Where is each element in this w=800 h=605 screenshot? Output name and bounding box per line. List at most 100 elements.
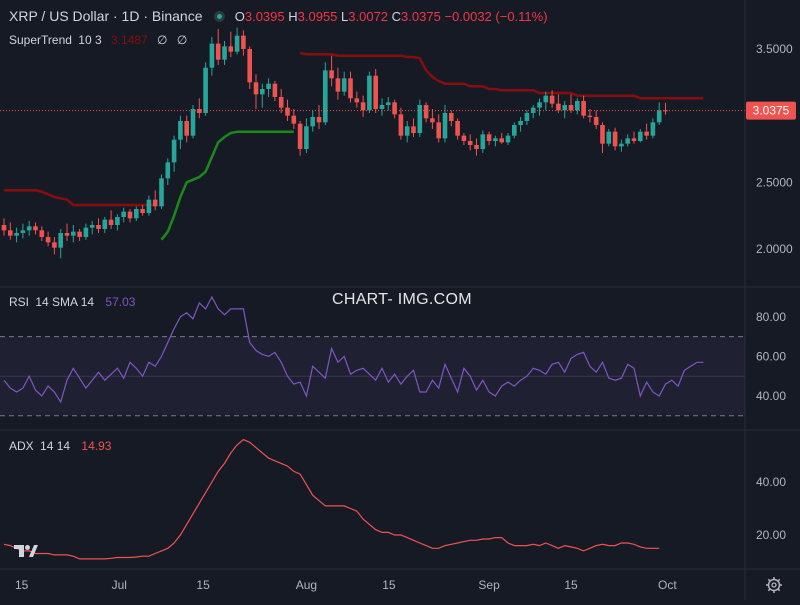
candle-body — [524, 113, 530, 122]
candle-body — [341, 78, 347, 92]
candle-body — [96, 225, 101, 230]
candle-body — [64, 233, 70, 236]
eye-off-icon[interactable]: ∅ — [157, 33, 168, 47]
candle-body — [316, 117, 322, 123]
candle-body — [430, 118, 435, 123]
candle-body — [373, 75, 378, 110]
candle-body — [52, 242, 57, 248]
candle-body — [530, 107, 536, 114]
candle-body — [83, 227, 89, 238]
candle-body — [310, 117, 315, 127]
open-label: O — [234, 9, 245, 24]
eye-off-icon[interactable]: ∅ — [176, 33, 188, 47]
candle-body — [474, 145, 479, 150]
time-axis-tick-label: Sep — [478, 578, 500, 592]
tradingview-logo-icon[interactable] — [12, 541, 40, 561]
candle-body — [386, 102, 391, 106]
time-axis-tick-label: 15 — [382, 578, 396, 592]
candle-body — [367, 75, 372, 111]
candle-body — [297, 123, 303, 150]
adx-axis-tick-label: 40.00 — [756, 475, 786, 489]
candle-body — [260, 89, 265, 95]
supertrend-params: 10 3 — [78, 33, 102, 47]
candle-body — [537, 102, 542, 108]
market-status-dot-core — [217, 14, 223, 19]
candle-body — [8, 230, 13, 236]
low-label: L — [341, 9, 349, 24]
candle-body — [115, 217, 120, 226]
candle-body — [499, 138, 504, 143]
adx-axis-tick-label: 20.00 — [756, 528, 786, 542]
gear-icon[interactable] — [765, 576, 783, 594]
candle-body — [656, 110, 662, 123]
time-axis-tick-label: 15 — [196, 578, 210, 592]
candle-body — [323, 70, 328, 123]
candle-body — [304, 126, 309, 150]
candle-body — [140, 209, 145, 214]
candle-body — [14, 233, 19, 236]
candle-body — [562, 105, 567, 111]
candle-body — [184, 121, 189, 136]
low-value: 3.0072 — [348, 9, 389, 24]
supertrend-value: 3.1487 — [110, 33, 148, 47]
candle-body — [20, 230, 26, 234]
rsi-legend[interactable]: RSI 14 SMA 14 57.03 — [9, 295, 135, 309]
rsi-axis-tick-label: 60.00 — [756, 349, 786, 363]
adx-value: 14.93 — [81, 439, 112, 453]
candle-body — [102, 219, 108, 230]
supertrend-legend[interactable]: SuperTrend 10 3 3.1487 ∅ ∅ — [9, 33, 187, 47]
candle-body — [442, 113, 448, 139]
candle-body — [436, 122, 441, 139]
candle-body — [449, 113, 454, 122]
adx-legend[interactable]: ADX 14 14 14.93 — [9, 439, 111, 453]
candle-body — [543, 95, 549, 103]
rsi-pane — [0, 295, 745, 417]
candle-body — [45, 237, 51, 243]
close-label: C — [391, 9, 402, 24]
candle-body — [58, 233, 63, 248]
candle-body — [663, 110, 668, 112]
candle-body — [127, 211, 133, 219]
candle-body — [1, 225, 7, 231]
candle-body — [467, 141, 473, 146]
candle-body — [222, 46, 227, 60]
candle-body — [209, 43, 215, 68]
candle-body — [197, 109, 202, 114]
candle-body — [411, 126, 416, 134]
candle-body — [152, 199, 158, 207]
candle-body — [121, 211, 126, 218]
candle-body — [404, 126, 410, 136]
time-axis-tick-label: Aug — [296, 578, 317, 592]
candle-body — [493, 138, 498, 142]
candle-body — [392, 102, 397, 115]
watermark: CHART- IMG.COM — [332, 291, 472, 308]
adx-params: 14 14 — [40, 439, 71, 453]
candle-body — [398, 114, 404, 136]
candle-body — [89, 225, 95, 228]
adx-label: ADX — [9, 439, 34, 453]
last-price-badge — [746, 101, 796, 120]
rsi-value: 57.03 — [105, 295, 136, 309]
candle-body — [335, 78, 341, 92]
candle-body — [631, 138, 637, 142]
time-axis-tick-label: Oct — [658, 578, 677, 592]
candle-body — [354, 98, 360, 103]
candle-body — [26, 226, 32, 231]
chart-header: XRP / US Dollar · 1D · Binance O3.0395 H… — [9, 8, 548, 24]
candle-body — [568, 105, 574, 111]
rsi-axis-tick-label: 80.00 — [756, 310, 786, 324]
candle-body — [253, 82, 259, 95]
symbol-title[interactable]: XRP / US Dollar · 1D · Binance — [9, 8, 203, 24]
candle-body — [556, 103, 561, 111]
open-value: 3.0395 — [244, 9, 285, 24]
candle-body — [455, 121, 460, 136]
candle-body — [461, 135, 467, 142]
candle-body — [247, 49, 252, 83]
time-axis-tick-label: Jul — [112, 578, 127, 592]
candle-body — [612, 131, 618, 147]
candle-body — [228, 46, 234, 52]
candle-body — [625, 138, 630, 144]
